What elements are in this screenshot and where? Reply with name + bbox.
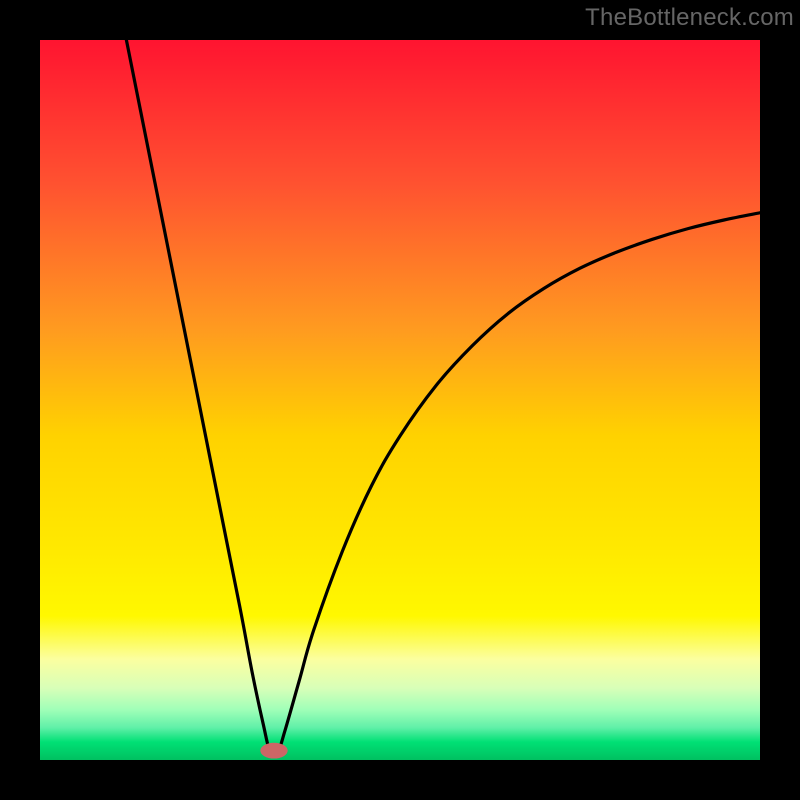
watermark-text: TheBottleneck.com [585,4,794,32]
min-marker [260,743,287,759]
chart-container: TheBottleneck.com [0,0,800,800]
bottleneck-chart [0,0,800,800]
